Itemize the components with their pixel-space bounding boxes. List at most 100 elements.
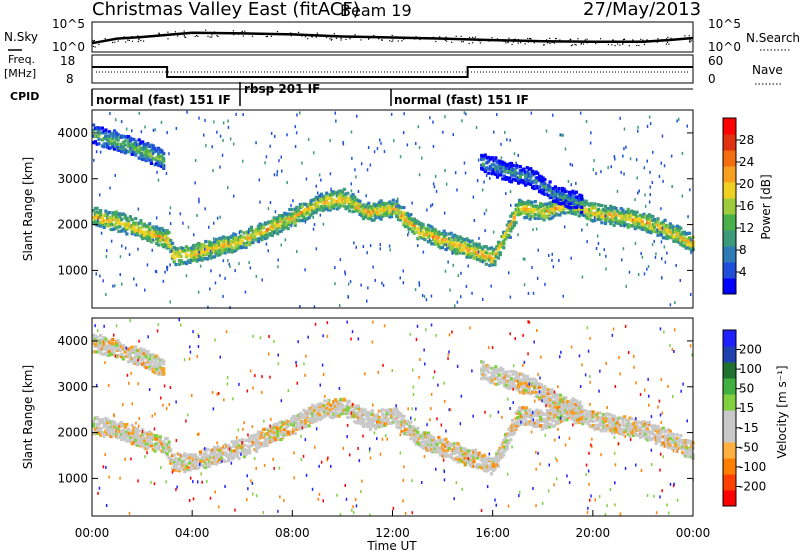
colorbar-tick-label: 4 <box>739 265 747 279</box>
power-cell <box>304 202 308 207</box>
colorbar-swatch <box>723 246 736 263</box>
power-cell <box>281 216 285 220</box>
velocity-cell <box>495 459 499 464</box>
velocity-cell <box>104 419 108 423</box>
power-cell <box>277 214 281 218</box>
velocity-cell <box>659 428 664 432</box>
power-cell <box>149 148 153 152</box>
velocity-cell <box>658 431 662 435</box>
cpid-panel: CPID normal (fast) 151 IF rbsp 201 IF no… <box>10 82 693 107</box>
frequency-label: Freq. <box>8 53 35 66</box>
power-cell <box>485 156 489 160</box>
power-scatter-cell <box>678 117 680 121</box>
velocity-cell <box>630 422 634 426</box>
velocity-cell <box>335 404 339 408</box>
velocity-cell <box>279 438 283 442</box>
power-cell <box>100 223 104 227</box>
velocity-cell <box>128 439 132 444</box>
velocity-cell <box>500 451 504 455</box>
power-cell <box>588 203 592 207</box>
power-scatter-cell <box>489 176 491 180</box>
velocity-cell <box>340 406 345 411</box>
power-cell <box>435 239 439 243</box>
power-scatter-cell <box>369 244 372 248</box>
velocity-cell <box>419 434 423 438</box>
power-cell <box>93 222 97 226</box>
velocity-cell <box>358 415 362 419</box>
velocity-cell <box>211 453 215 457</box>
velocity-cell <box>265 443 269 448</box>
noise-point <box>167 31 169 33</box>
velocity-cell <box>332 404 336 408</box>
power-cell <box>370 218 374 222</box>
power-scatter-cell <box>286 181 288 185</box>
power-cell <box>242 235 246 240</box>
power-cell <box>460 236 464 240</box>
power-scatter-cell <box>93 158 95 162</box>
velocity-cell <box>130 433 134 438</box>
velocity-cell <box>624 428 629 432</box>
power-cell <box>148 236 152 240</box>
power-cell <box>160 157 164 161</box>
velocity-cell <box>437 435 441 440</box>
velocity-cell <box>481 463 485 467</box>
velocity-cell <box>156 445 161 449</box>
power-scatter-cell <box>628 270 631 274</box>
power-cell <box>674 235 678 239</box>
velocity-cell <box>621 432 625 436</box>
power-scatter-cell <box>454 304 456 308</box>
velocity-cell <box>269 427 273 431</box>
power-cell <box>509 180 514 184</box>
power-cell <box>539 211 543 215</box>
power-scatter-cell <box>204 247 206 251</box>
velocity-cell <box>234 449 238 453</box>
velocity-cell <box>127 438 131 443</box>
velocity-cell <box>530 415 534 419</box>
velocity-cell <box>474 455 478 459</box>
velocity-cell <box>489 457 494 461</box>
noise-point <box>211 34 213 36</box>
power-cell <box>249 236 253 240</box>
velocity-cell <box>269 436 273 440</box>
power-cell <box>656 223 660 227</box>
power-scatter-cell <box>222 121 225 125</box>
power-cell <box>493 263 497 267</box>
power-cell <box>165 236 169 240</box>
power-cell <box>528 208 532 212</box>
power-cell <box>432 231 436 235</box>
velocity-cell <box>106 432 110 436</box>
velocity-cell <box>610 431 615 435</box>
velocity-cell <box>451 443 455 447</box>
power-scatter-cell <box>397 197 399 201</box>
power-cell <box>218 239 222 243</box>
velocity-cell <box>274 422 278 426</box>
velocity-cell <box>353 405 357 409</box>
power-cell <box>497 173 501 177</box>
power-cell <box>474 242 478 246</box>
power-cell <box>578 205 582 209</box>
power-cell <box>502 239 506 243</box>
noise-point <box>617 43 619 45</box>
power-cell <box>356 204 360 208</box>
colorbar-swatch <box>723 118 736 135</box>
power-cell <box>614 213 618 217</box>
power-scatter-cell <box>216 216 219 220</box>
power-cell <box>279 229 283 233</box>
power-scatter-cell <box>421 156 423 160</box>
velocity-cell <box>270 424 274 428</box>
velocity-cell <box>207 454 211 458</box>
power-cell <box>99 209 103 213</box>
power-cell <box>686 245 690 249</box>
power-cell <box>113 211 117 216</box>
noise-point <box>213 31 215 33</box>
power-cell <box>388 210 392 214</box>
power-scatter-cell <box>115 118 117 122</box>
power-cell <box>307 206 311 210</box>
velocity-cell <box>305 409 310 413</box>
power-cell <box>116 133 120 137</box>
velocity-cell <box>614 416 618 420</box>
power-cell <box>141 237 145 241</box>
velocity-cell <box>430 435 434 439</box>
power-cell <box>191 244 196 248</box>
velocity-cell <box>367 425 371 429</box>
